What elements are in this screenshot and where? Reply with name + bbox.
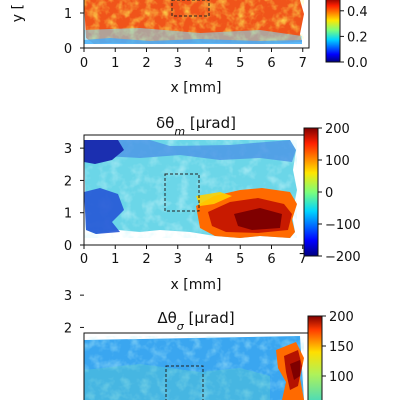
panel-1-y-ticks: 0 1 2 3 <box>64 142 84 254</box>
panel-2-roi-box <box>165 365 204 400</box>
panel-1: δθm [μrad] 0 1 2 3 4 5 6 7 0 1 2 3 x [mm] 200 100 0 −… <box>64 114 361 293</box>
panel-0-x-label: x [mm] <box>171 80 222 96</box>
panel-0-y-ticks: 01 <box>64 7 84 57</box>
panel-1-x-tick-label: 2 <box>142 252 150 267</box>
panel-1-colorbar <box>303 127 319 257</box>
panel-1-x-label: x [mm] <box>171 277 222 293</box>
panel-0-x-tick-label: 7 <box>299 56 307 71</box>
panel-2-y-tick-label: 2 <box>64 321 72 336</box>
panel-1-title: δθm [μrad] <box>156 114 236 138</box>
panel-0-roi-box <box>171 0 210 17</box>
panel-1-colorbar-tick-label: 200 <box>325 122 350 137</box>
panel-2-colorbar-tick-label: 150 <box>329 340 354 355</box>
panel-1-x-tick-label: 4 <box>205 252 213 267</box>
panel-0-y-tick-label: 0 <box>64 42 72 57</box>
panel-0-colorbar-tick-label: 0.2 <box>347 30 368 45</box>
panel-2-y-tick-label: 3 <box>64 289 72 304</box>
panel-0-x-tick-label: 5 <box>236 56 244 71</box>
panel-1-colorbar-tick-label: 0 <box>325 186 333 201</box>
panel-2-colorbar-tick-label: 100 <box>329 370 354 385</box>
panel-0-y-label: y [ <box>10 4 26 22</box>
panel-1-heatmap <box>84 140 297 238</box>
panel-1-y-tick-label: 2 <box>64 174 72 189</box>
panel-1-colorbar-tick-label: −100 <box>325 218 361 233</box>
panel-0-x-tick-label: 4 <box>205 56 213 71</box>
panel-0-x-tick-label: 1 <box>111 56 119 71</box>
panel-0-heatmap <box>84 0 304 44</box>
panel-2-colorbar-ticks: 200 150 100 <box>322 310 354 385</box>
panel-2-y-ticks: 23 <box>64 289 84 336</box>
panel-1-y-tick-label: 1 <box>64 207 72 222</box>
panel-1-colorbar-tick-label: −200 <box>325 250 361 265</box>
panel-2-colorbar <box>307 315 323 400</box>
panel-1-y-tick-label: 0 <box>64 239 72 254</box>
panel-1-roi-box <box>164 173 200 212</box>
panel-0-frame <box>83 0 310 49</box>
panel-1-x-tick-label: 1 <box>111 252 119 267</box>
panel-0-colorbar <box>325 0 341 63</box>
panel-0-x-tick-label: 6 <box>267 56 275 71</box>
panel-1-x-ticks: 0 1 2 3 4 5 6 7 <box>80 245 307 267</box>
panel-1-x-tick-label: 6 <box>267 252 275 267</box>
panel-1-colorbar-tick-label: 100 <box>325 154 350 169</box>
panel-1-x-tick-label: 5 <box>236 252 244 267</box>
panel-0-x-tick-label: 2 <box>142 56 150 71</box>
panel-2-title: Δθσ [μrad] <box>157 309 234 333</box>
panel-1-x-tick-label: 0 <box>80 252 88 267</box>
panel-0-x-tick-label: 3 <box>174 56 182 71</box>
panel-0-x-tick-label: 0 <box>80 56 88 71</box>
panel-1-colorbar-ticks: 200 100 0 −100 −200 <box>318 122 361 265</box>
panel-0-x-ticks: 0 1 2 3 4 5 6 7 <box>80 48 307 71</box>
panel-0-colorbar-tick-label: 0.0 <box>347 56 368 71</box>
panel-0-colorbar-ticks: 0.0 0.2 0.4 <box>340 5 368 71</box>
panel-2-heatmap <box>84 336 304 400</box>
panel-0-y-tick-label: 1 <box>64 7 72 22</box>
panel-1-x-tick-label: 3 <box>174 252 182 267</box>
panel-1-x-tick-label: 7 <box>299 252 307 267</box>
panel-2-colorbar-tick-label: 200 <box>329 310 354 325</box>
panel-1-y-tick-label: 3 <box>64 142 72 157</box>
panel-0-colorbar-tick-label: 0.4 <box>347 5 368 20</box>
